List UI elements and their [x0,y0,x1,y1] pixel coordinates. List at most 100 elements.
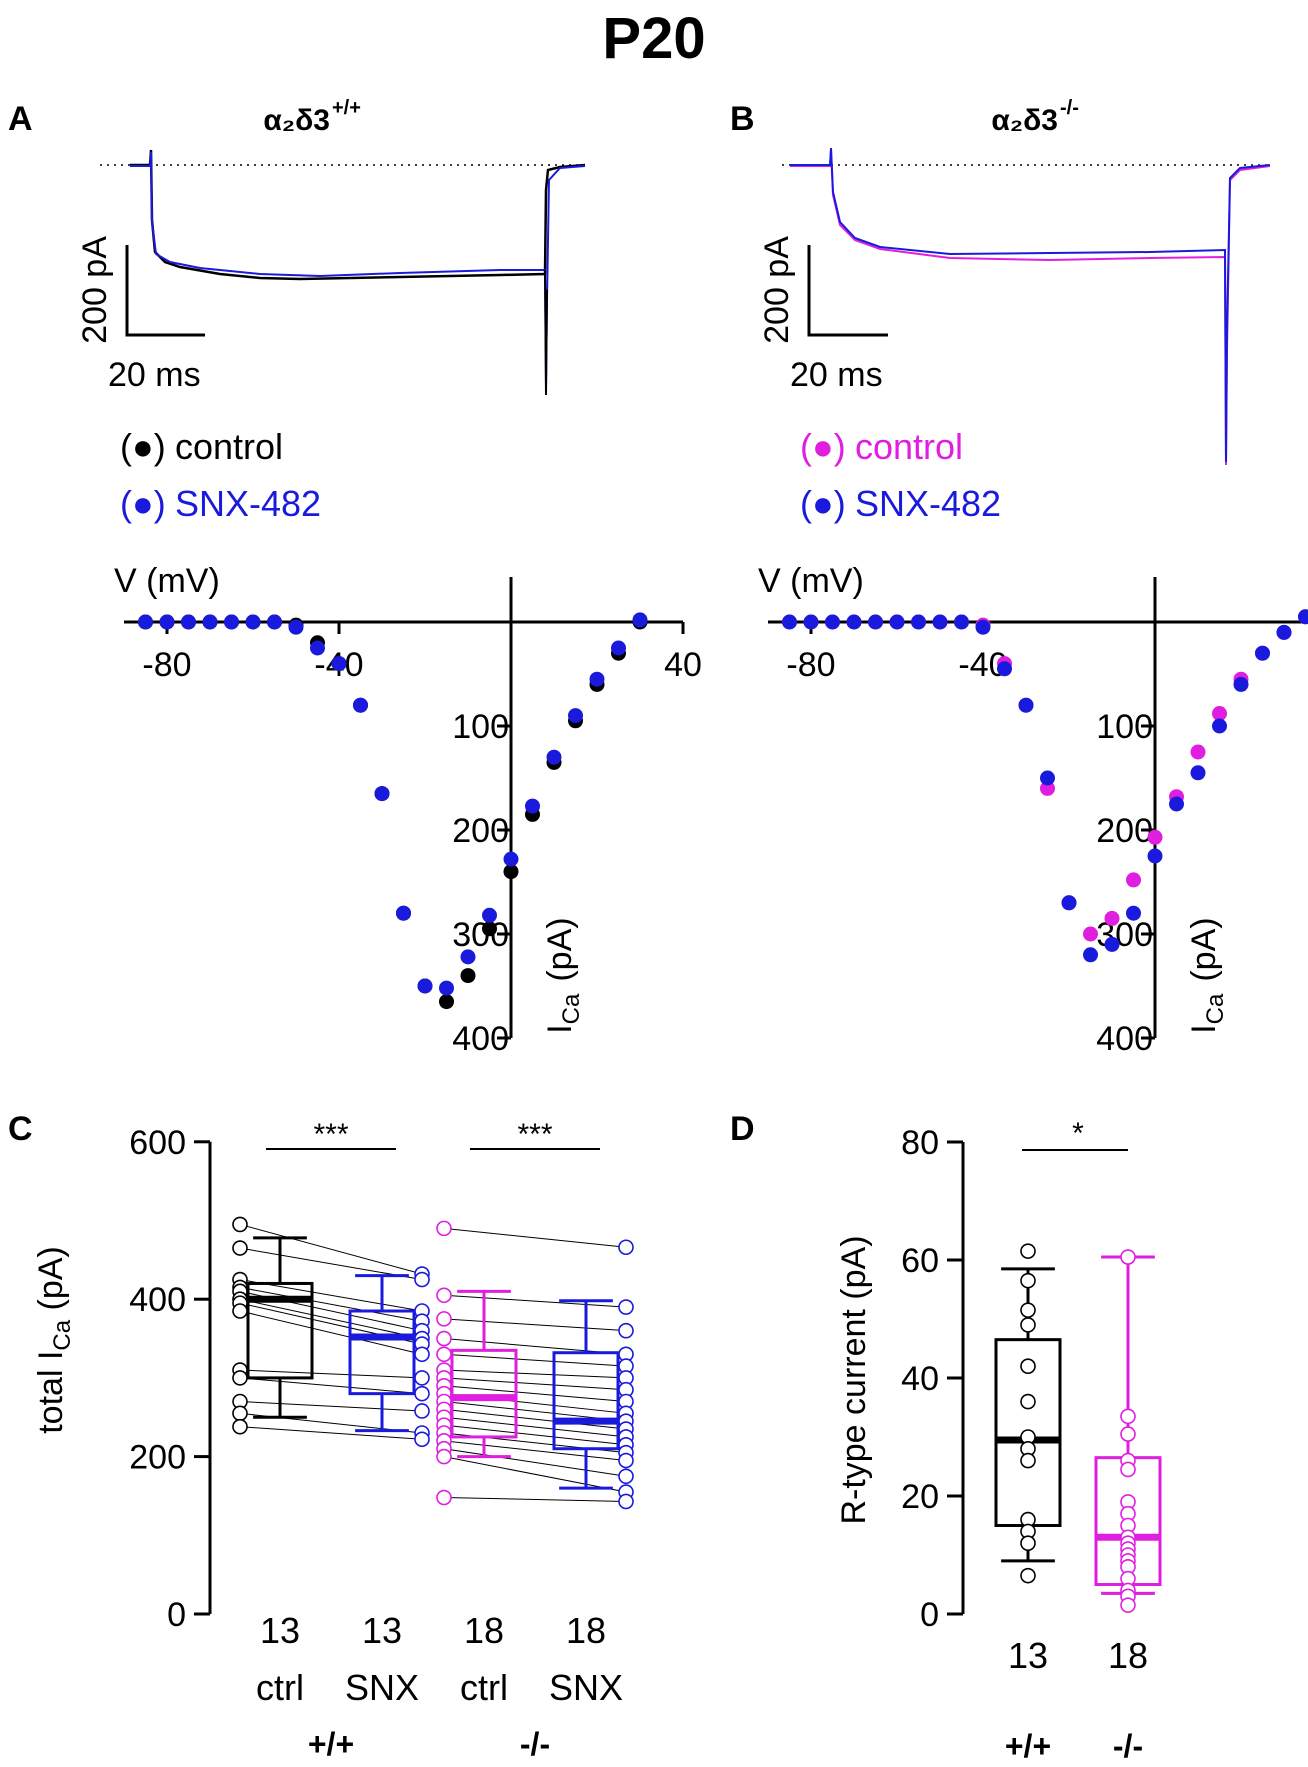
A_iv-point-snx-482 [525,798,540,814]
panel-d-letter: D [730,1110,755,1148]
B_iv-point-snx-482 [825,614,840,630]
panel-b-scale-bar [807,245,888,337]
panel-a-legend-marker-control: (●) [120,426,166,467]
panel-c-ylabel: total ICa (pA) [32,1246,76,1434]
C_paired-point [618,1299,634,1315]
B_iv-point-snx-482 [803,614,819,630]
A_iv-point-snx-482 [181,614,196,630]
C_paired-point [436,1220,452,1237]
B_iv-point-snx-482 [932,614,948,630]
C_paired-point [618,1322,634,1339]
A_iv-point-snx-482 [245,614,261,630]
B_iv-y-tick-label: 400 [1096,1020,1153,1058]
D_rtype-y-tick-label: 80 [901,1124,939,1162]
B_iv-point-snx-482 [1126,905,1141,921]
panel-c-genotype-ko: -/- [520,1726,550,1762]
panel-c-pair-line [443,1227,627,1248]
panel-a-legend-marker-snx: (●) [120,483,166,524]
B_iv-point-snx-482 [1190,765,1206,781]
D_rtype-point [1020,1567,1036,1584]
D_rtype-genotype-label: -/- [1113,1728,1143,1764]
panel-d-significance-label: * [1072,1117,1084,1150]
B_iv-point-snx-482 [1104,936,1120,952]
D_rtype-y-tick-label: 0 [920,1596,939,1634]
C_paired-group-label: ctrl [256,1667,304,1708]
C_paired-point [232,1418,248,1435]
panel-b: B α₂δ3 -/- 200 pA 20 ms (●) control (●) … [730,97,1271,524]
panel-b-legend-label-control: control [855,426,963,467]
B_iv-point-control [1040,780,1055,796]
A_iv-point-snx-482 [417,978,433,994]
A_iv-point-snx-482 [202,614,218,630]
B_iv-point-snx-482 [911,614,926,630]
A_iv-point-snx-482 [568,708,583,724]
C_paired-point [414,1385,430,1402]
C_paired-n-label: 13 [362,1610,402,1651]
panel-b-snx-trace [790,147,1271,463]
B_iv-y-tick-label: 100 [1096,708,1153,746]
B_iv-point-control [1190,744,1206,760]
panel-c-pair-line [239,1286,423,1322]
A_iv-point-snx-482 [503,851,519,867]
panel-c-pair-line [239,1223,423,1275]
A_iv-point-snx-482 [374,786,390,802]
C_paired-group-label: ctrl [460,1667,508,1708]
D_rtype-point [1120,1597,1136,1613]
panel-c-pair-line [443,1424,627,1446]
C_paired-point [414,1431,430,1448]
panel-c-plot: 0 200 400 600 13 ctrl 13 SNX 18 ctrl 18 SNX +/+ -/- **… [129,1118,634,1762]
B_iv-point-snx-482 [1018,697,1034,713]
B_iv-point-snx-482 [868,614,883,630]
panel-c-pair-line [443,1318,627,1332]
A_iv-point-control [460,968,476,984]
C_paired-group-label: SNX [345,1667,419,1708]
C_paired-box [552,1351,620,1451]
C_paired-point [436,1489,452,1506]
C_paired-point [232,1240,248,1256]
B_iv-point-snx-482 [1233,676,1249,692]
A_iv-point-snx-482 [439,980,454,996]
B_iv-point-control [1212,706,1227,722]
B_iv-y-tick-label: 300 [1096,916,1153,954]
B_iv-point-snx-482 [889,614,905,630]
panel-c-ylabel-main: total I [32,1351,70,1434]
panel-c-significance-label: *** [517,1118,552,1151]
panel-c-pair-line [443,1385,627,1403]
C_paired-point [618,1468,634,1485]
D_rtype-y-tick-label: 60 [901,1242,939,1280]
C_paired-box [348,1309,416,1396]
D_rtype-n-label: 18 [1108,1635,1148,1676]
panel-b-letter: B [730,100,755,138]
panel-c-genotype-wt: +/+ [308,1726,354,1762]
C_paired-point [232,1405,248,1422]
A_iv-point-snx-482 [224,614,239,630]
panel-d-plot: 0 20 40 60 80 13 +/+ 18 -/- * [901,1117,1162,1764]
A_iv-point-control [503,864,519,880]
panel-a-title-superscript: +/+ [332,97,361,119]
D_rtype-point [1020,1393,1036,1410]
C_paired-y-tick-label: 0 [167,1596,186,1634]
panel-a-letter: A [8,100,33,138]
C_paired-point [232,1370,248,1386]
B_iv-point-snx-482 [1147,848,1163,864]
D_rtype-y-tick-label: 40 [901,1360,939,1398]
B_iv-point-control [1104,910,1120,926]
panel-a-tail-spike [544,269,548,396]
panel-c-pair-line [443,1369,627,1379]
D_rtype-point [1020,1317,1036,1333]
A_iv-y-tick-label: 400 [452,1020,509,1058]
B_iv-point-snx-482 [975,619,991,635]
panel-c-significance-label: *** [313,1118,348,1151]
B_iv-point-control [1083,926,1098,942]
panel-a-control-trace [130,149,586,281]
B_iv-point-snx-482 [1298,609,1308,625]
C_paired-point [436,1311,452,1327]
panel-a-legend-label-control: control [175,426,283,467]
panel-b-legend-marker-control: (●) [800,426,846,467]
A_iv-point-snx-482 [632,612,648,628]
panel-b-control-trace [790,149,1271,466]
C_paired-point [436,1330,452,1347]
panel-c-pair-line [239,1377,423,1395]
panel-a-scale-y: 200 pA [76,236,114,344]
C_paired-n-label: 13 [260,1610,300,1651]
